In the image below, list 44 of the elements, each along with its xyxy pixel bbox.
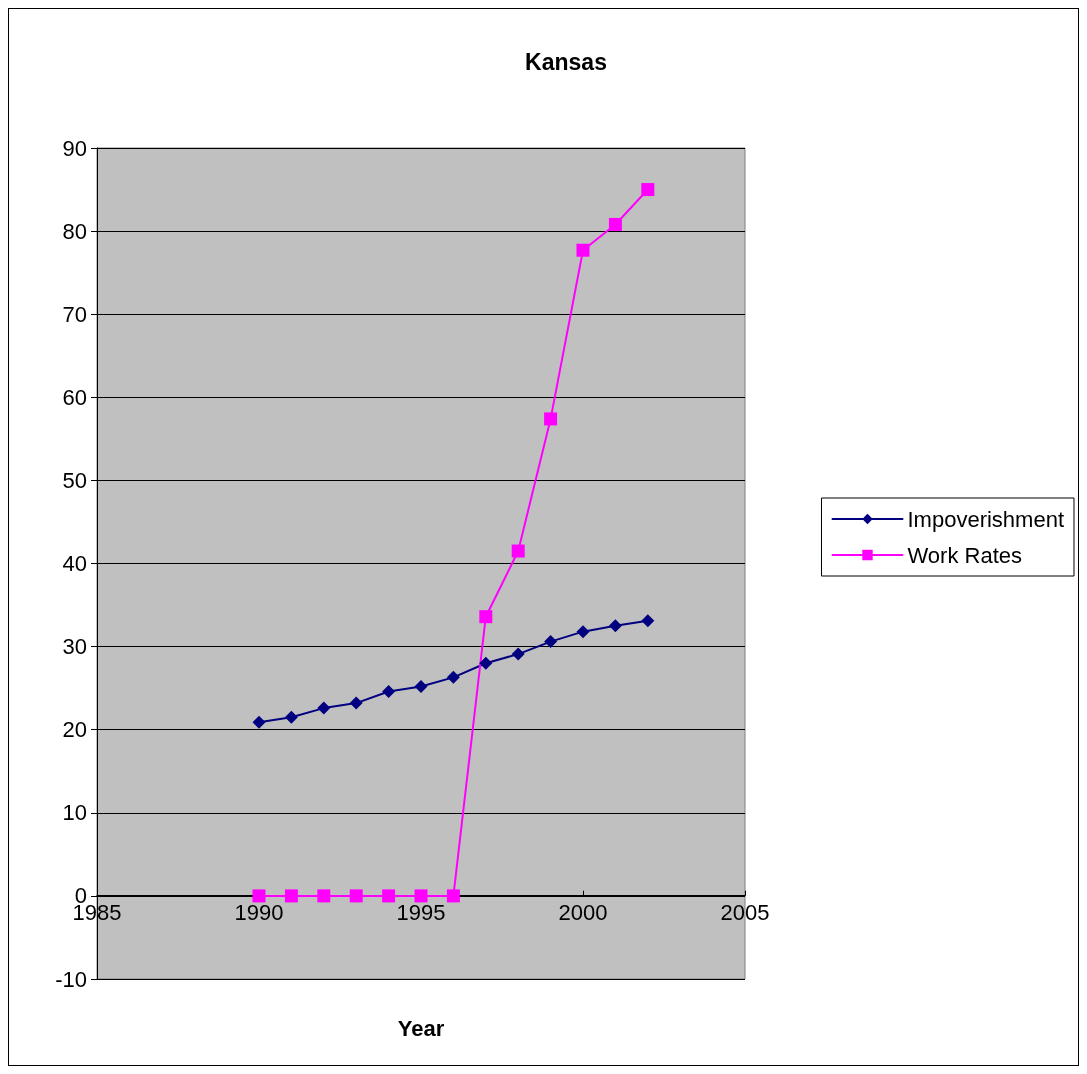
y-tick-label: 20 [62, 717, 87, 743]
point [544, 635, 558, 649]
x-tick-label: 2000 [558, 900, 608, 926]
point [284, 710, 298, 724]
y-tick-label: 60 [62, 384, 87, 410]
point [317, 889, 331, 903]
x-tick-label: 2005 [720, 900, 770, 926]
point [414, 679, 428, 693]
point [414, 889, 428, 903]
y-tick-label: -10 [55, 966, 87, 992]
y-tick-label: 40 [62, 551, 87, 576]
y-tick-label: 70 [62, 301, 87, 327]
point [317, 701, 331, 715]
point [446, 670, 460, 684]
point [479, 656, 493, 670]
point [382, 889, 396, 903]
point [446, 889, 460, 903]
point [284, 889, 298, 903]
point [349, 696, 363, 710]
point [511, 544, 525, 558]
x-tick-label: 1990 [234, 900, 284, 926]
point [608, 619, 622, 633]
y-tick-label: 80 [62, 218, 87, 244]
x-axis-title: Year [397, 1016, 445, 1042]
point [252, 715, 266, 729]
point [252, 889, 266, 903]
point [641, 614, 655, 628]
y-tick-label: 30 [62, 634, 87, 660]
point [576, 243, 590, 257]
point [349, 889, 363, 903]
point [382, 684, 396, 698]
point [576, 625, 590, 639]
point [511, 647, 525, 661]
legend-label: Impoverishment [907, 506, 1065, 532]
legend-label: Work Rates [907, 542, 1023, 568]
y-tick-label: 10 [62, 800, 87, 826]
x-tick-label: 1995 [396, 900, 446, 926]
point [544, 412, 558, 426]
point [608, 217, 622, 231]
point [479, 610, 493, 624]
chart-title: Kansas [525, 48, 607, 75]
point [641, 183, 655, 197]
y-tick-label: 90 [62, 135, 87, 161]
y-tick-label: 50 [62, 467, 87, 493]
